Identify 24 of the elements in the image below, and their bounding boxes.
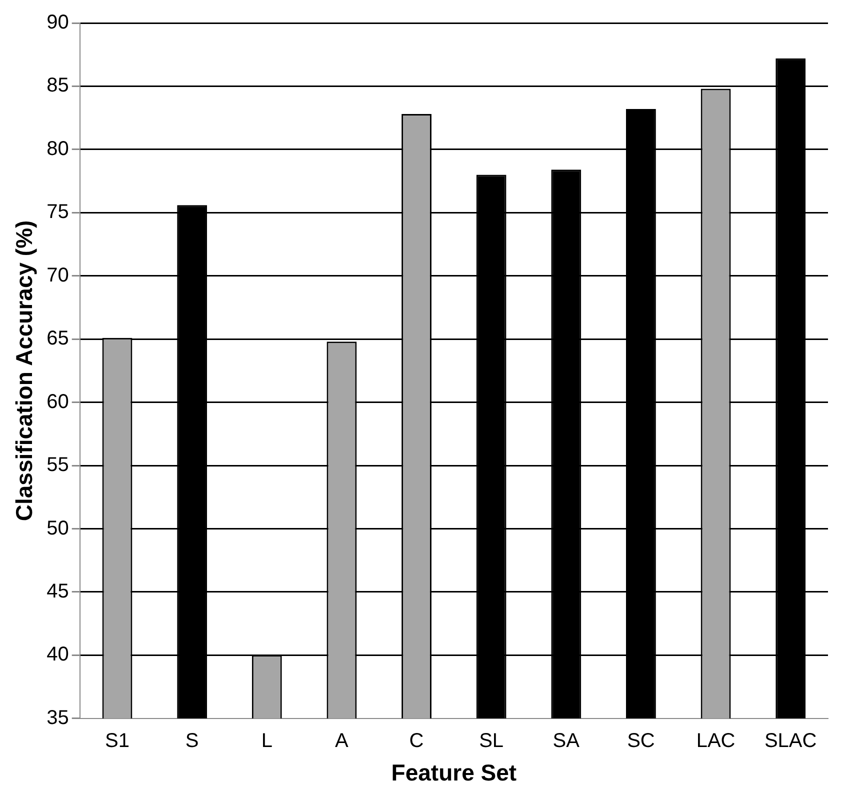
x-tick-label: L xyxy=(261,730,272,752)
x-tick-label: S1 xyxy=(105,730,130,752)
x-tick-label: C xyxy=(409,730,424,752)
x-tick-label: SL xyxy=(479,730,504,752)
y-tick-label: 80 xyxy=(46,138,69,160)
y-tick-label: 85 xyxy=(46,74,69,97)
y-tick-label: 55 xyxy=(46,454,69,476)
y-tick-label: 75 xyxy=(46,201,69,224)
x-tick-label: SC xyxy=(627,730,655,752)
x-tick-label: SLAC xyxy=(764,730,817,752)
y-tick-label: 90 xyxy=(46,12,69,34)
x-axis-title: Feature Set xyxy=(391,760,517,786)
y-tick-label: 60 xyxy=(46,390,69,413)
x-tick-label: LAC xyxy=(696,730,736,752)
y-tick-label: 65 xyxy=(46,328,69,350)
y-tick-label: 40 xyxy=(46,644,69,666)
y-tick-label: 45 xyxy=(46,580,69,602)
y-axis-title: Classification Accuracy (%) xyxy=(11,220,38,522)
y-tick-label: 50 xyxy=(46,517,69,540)
x-tick-label: A xyxy=(335,730,350,752)
y-tick-label: 35 xyxy=(46,706,69,729)
x-tick-label: SA xyxy=(552,730,580,752)
y-tick-label: 70 xyxy=(46,264,69,286)
x-tick-label: S xyxy=(185,730,199,752)
